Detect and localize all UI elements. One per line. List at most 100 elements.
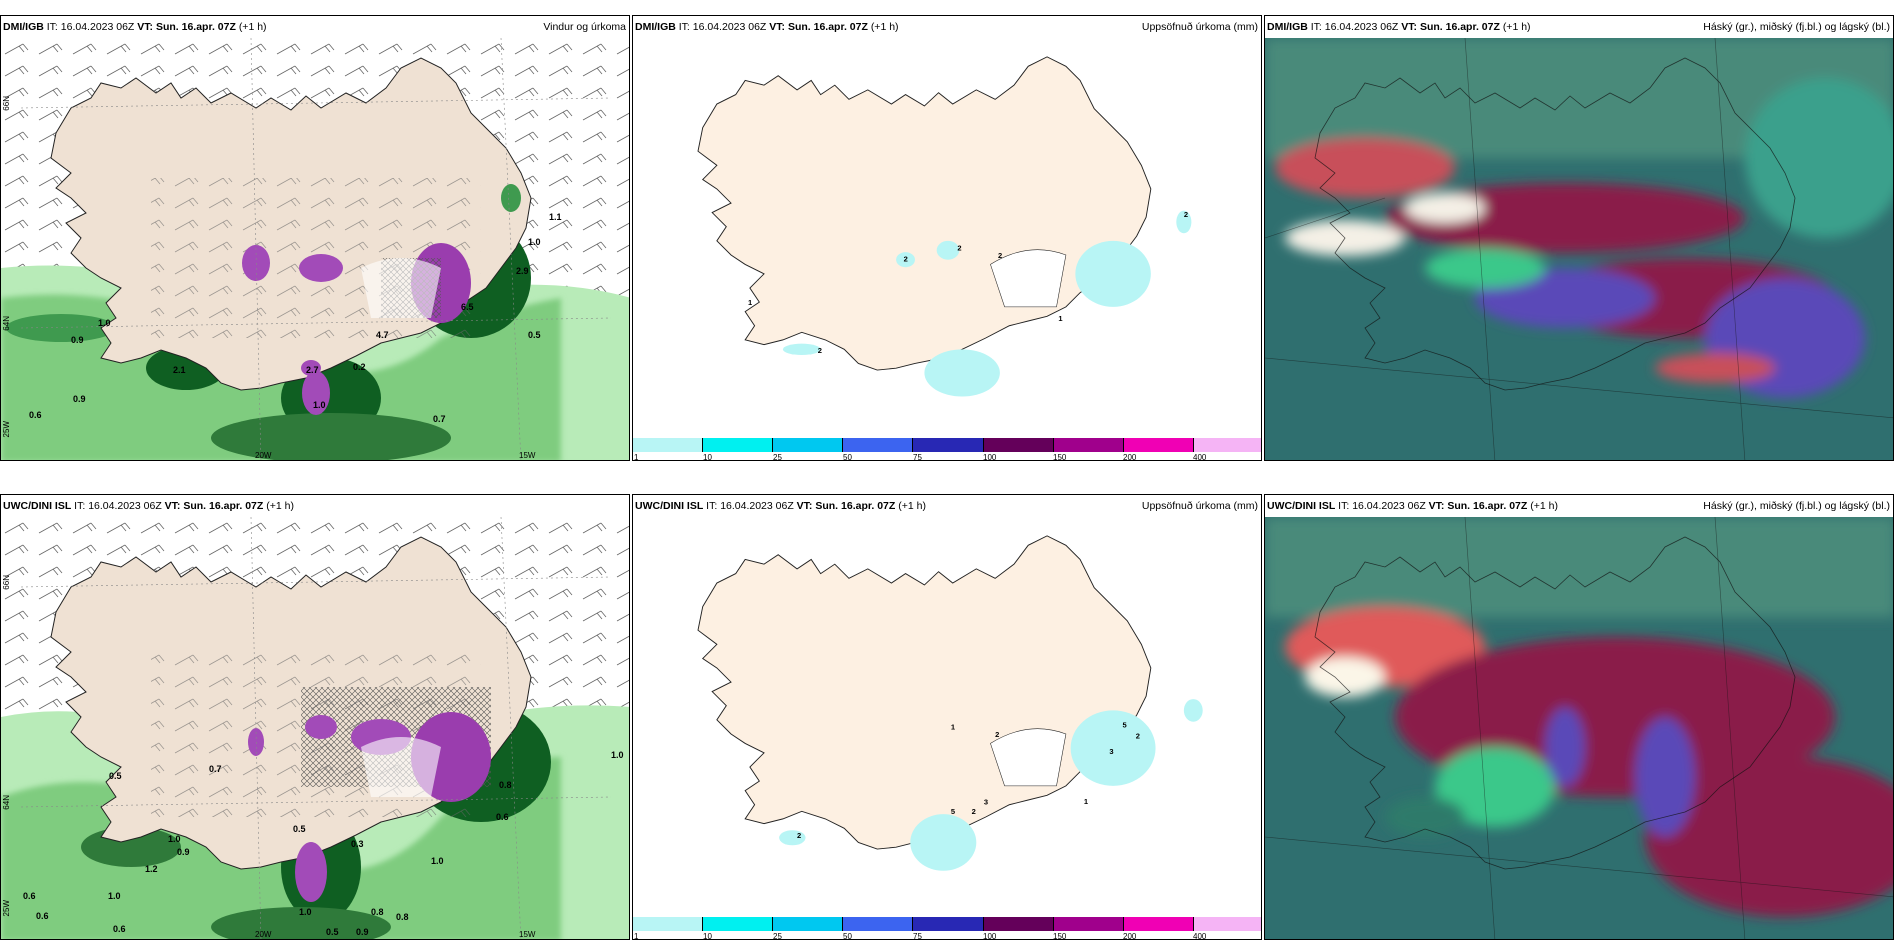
precip-area <box>782 210 1192 397</box>
value-label: 1 <box>1058 314 1062 323</box>
value-label: 2 <box>818 346 822 355</box>
value-label: 6.5 <box>461 302 474 312</box>
colorbar-label: 10 <box>703 932 712 940</box>
cloud-map <box>1265 38 1893 460</box>
colorbar-labels: 1 10 25 50 75 100 150 200 400 <box>633 932 1261 940</box>
colorbar: 1 10 25 50 75 100 150 200 400 <box>633 438 1261 461</box>
value-label: 0.9 <box>73 394 86 404</box>
source-label: DMI/IGB <box>1267 21 1308 33</box>
value-label: 4.7 <box>376 330 389 340</box>
vt-label: VT: <box>137 21 154 33</box>
lon-label: 20W <box>255 451 272 460</box>
value-label: 0.5 <box>326 927 339 937</box>
vt-label: VT: <box>769 21 786 33</box>
value-label: 0.7 <box>209 764 222 774</box>
colorbar-cell <box>633 917 703 931</box>
value-label: 5 <box>951 807 955 816</box>
colorbar-cell <box>1192 438 1261 452</box>
value-label: 1.0 <box>528 237 541 247</box>
value-label: 1 <box>951 722 955 731</box>
value-label: 0.2 <box>353 362 366 372</box>
colorbar-label: 75 <box>913 453 922 461</box>
colorbar-label: 150 <box>1053 453 1067 461</box>
colorbar-cell <box>842 438 913 452</box>
value-label: 3 <box>984 798 988 807</box>
it-value: 16.04.2023 06Z <box>60 21 135 33</box>
value-label: 2 <box>995 730 999 739</box>
colorbar-label: 75 <box>913 932 922 940</box>
value-label: 1.0 <box>299 907 312 917</box>
it-label: IT: <box>1310 21 1322 33</box>
precip-map: 1 2 5 2 3 3 1 2 5 2 <box>650 517 1246 917</box>
colorbar-cells <box>633 438 1261 452</box>
snow-patches <box>242 184 521 415</box>
value-label: 0.6 <box>36 911 49 921</box>
value-label: 0.5 <box>528 330 541 340</box>
it-value: 16.04.2023 06Z <box>1324 21 1399 33</box>
lead-time: (+1 h) <box>898 500 926 512</box>
value-label: 1.0 <box>98 318 111 328</box>
colorbar-cell <box>1052 917 1123 931</box>
value-label: 0.5 <box>293 824 306 834</box>
panel-title: Háský (gr.), miðský (fj.bl.) og lágský (… <box>1703 21 1890 33</box>
value-label: 0.9 <box>356 927 369 937</box>
colorbar-cell <box>702 438 773 452</box>
colorbar-label: 400 <box>1193 453 1207 461</box>
colorbar-cell <box>772 438 843 452</box>
colorbar-label: 50 <box>843 932 852 940</box>
panel-header: DMI/IGB IT: 16.04.2023 06Z VT: Sun. 16.a… <box>1265 16 1893 38</box>
value-label: 0.8 <box>499 780 512 790</box>
value-label: 0.8 <box>371 907 384 917</box>
value-label: 1.0 <box>313 400 326 410</box>
value-label: 0.6 <box>23 891 36 901</box>
value-label: 1.2 <box>145 864 158 874</box>
colorbar-label: 25 <box>773 453 782 461</box>
colorbar-cell <box>1122 438 1193 452</box>
value-label: 0.9 <box>71 335 84 345</box>
source-label: UWC/DINI ISL <box>3 500 72 512</box>
value-label: 1.0 <box>108 891 121 901</box>
vt-label: VT: <box>1401 21 1418 33</box>
colorbar-cell <box>912 438 983 452</box>
cloud-panel-top: DMI/IGB IT: 16.04.2023 06Z VT: Sun. 16.a… <box>1264 15 1894 461</box>
panel-header: UWC/DINI ISL IT: 16.04.2023 06Z VT: Sun.… <box>1 495 629 517</box>
lat-label: 64N <box>2 316 11 331</box>
value-label: 1 <box>748 298 752 307</box>
wind-panel-bottom: UWC/DINI ISL IT: 16.04.2023 06Z VT: Sun.… <box>0 494 630 940</box>
precip-map: 2 2 2 1 2 2 1 <box>650 38 1246 438</box>
value-label: 2 <box>1184 210 1188 219</box>
lead-time: (+1 h) <box>266 500 294 512</box>
panel-header: UWC/DINI ISL IT: 16.04.2023 06Z VT: Sun.… <box>1265 495 1893 517</box>
vt-label: VT: <box>796 500 813 512</box>
value-label: 0.9 <box>177 847 190 857</box>
lead-time: (+1 h) <box>870 21 899 33</box>
panel-header: UWC/DINI ISL IT: 16.04.2023 06Z VT: Sun.… <box>633 495 1261 517</box>
value-label: 0.5 <box>109 771 122 781</box>
value-label: 1 <box>1084 797 1088 806</box>
colorbar-cell <box>772 917 843 931</box>
lat-label: 64N <box>2 795 11 810</box>
lon-label: 25W <box>2 900 11 917</box>
it-label: IT: <box>706 500 718 512</box>
cloud-panel-bottom: UWC/DINI ISL IT: 16.04.2023 06Z VT: Sun.… <box>1264 494 1894 940</box>
vt-value: Sun. 16.apr. 07Z <box>1419 21 1500 33</box>
value-label: 0.6 <box>29 410 42 420</box>
it-value: 16.04.2023 06Z <box>692 21 767 33</box>
precip-panel-bottom: UWC/DINI ISL IT: 16.04.2023 06Z VT: Sun.… <box>632 494 1262 940</box>
snow-patches <box>248 687 491 902</box>
colorbar-cell <box>702 917 773 931</box>
lon-label: 20W <box>255 930 272 939</box>
lead-time: (+1 h) <box>1502 21 1531 33</box>
vt-value: Sun. 16.apr. 07Z <box>815 500 896 512</box>
precip-panel-top: DMI/IGB IT: 16.04.2023 06Z VT: Sun. 16.a… <box>632 15 1262 461</box>
value-label: 2 <box>1136 732 1140 741</box>
value-label: 0.6 <box>113 924 126 934</box>
value-label: 2 <box>904 255 908 264</box>
panel-header: DMI/IGB IT: 16.04.2023 06Z VT: Sun. 16.a… <box>633 16 1261 38</box>
value-label: 3 <box>1109 747 1113 756</box>
source-label: UWC/DINI ISL <box>635 500 704 512</box>
colorbar-label: 10 <box>703 453 712 461</box>
lat-label: 66N <box>2 96 11 111</box>
value-label: 0.3 <box>351 839 364 849</box>
colorbar-cell <box>633 438 703 452</box>
